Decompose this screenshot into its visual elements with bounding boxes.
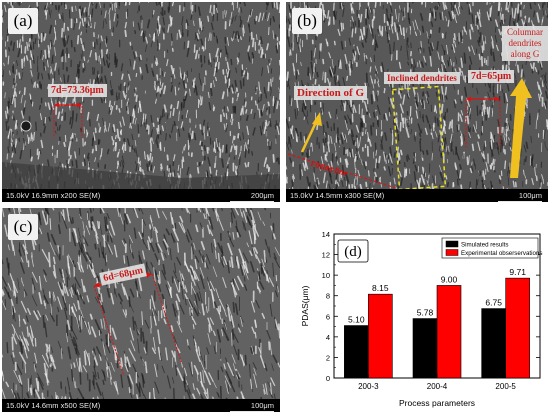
bar [368,294,392,378]
bar-value-label: 8.15 [372,283,389,293]
legend-swatch [446,241,458,247]
sem-panel-b: (b) Direction of G Inclined dendrites 7d… [286,2,548,202]
scale-label-c: 100μm [251,401,274,410]
sem-info-bar-b: 15.0kV 14.5mm x300 SE(M) 100μm [286,189,548,202]
scale-label-a: 200μm [251,191,274,200]
inclined-dendrites-box [393,87,446,190]
inclined-dendrites-annotation: Inclined dendrites [384,72,460,84]
legend-swatch [446,250,458,256]
bar-value-label: 5.78 [417,308,434,318]
sem-info-a: 15.0kV 16.9mm x200 SE(M) [6,191,100,200]
bar-value-label: 5.10 [348,315,365,325]
bar [482,309,506,378]
sem-panel-a: (a) 7d=73.36μm 15.0kV 16.9mm x200 SE(M) … [2,2,280,202]
sem-info-bar-c: 15.0kV 14.6mm x500 SE(M) 100μm [2,399,280,412]
scale-label-b: 100μm [519,191,542,200]
bar-value-label: 9.71 [509,267,526,277]
columnar-annotation: Columnar dendrites along G [502,26,548,61]
y-tick-label: 12 [322,251,330,260]
bar [413,319,437,378]
scale-bar-a: 200μm [230,191,274,202]
sem-info-bar-a: 15.0kV 16.9mm x200 SE(M) 200μm [2,189,280,202]
y-tick-label: 4 [326,333,330,342]
spacing-annotation-a: 7d=73.36μm [48,84,107,97]
bar-chart-panel: (d) 0 2 4 6 8 10 12 14 PDAS(μm) 5.10 8.15 200-3 5.78 9… [290,206,548,414]
bar [506,278,530,378]
y-tick-label: 14 [322,230,330,239]
x-axis-label: Process parameters [399,398,475,408]
spacing-marker-c [2,208,280,412]
bar [344,326,368,378]
columnar-arrow [510,78,532,178]
bar-value-label: 9.00 [441,274,458,284]
bar [437,285,461,378]
scale-bar-b: 100μm [498,191,542,202]
spacing-annotation-b: 7d=65μm [468,70,514,83]
direction-g-annotation: Direction of G [294,86,367,100]
legend-label: Simulated results [461,242,508,249]
y-axis-label: PDAS(μm) [300,285,310,326]
pdas-bar-chart: (d) 0 2 4 6 8 10 12 14 PDAS(μm) 5.10 8.15 200-3 5.78 9… [290,206,548,414]
sem-info-b: 15.0kV 14.5mm x300 SE(M) [290,191,384,200]
sem-panel-c: (c) 6d=68μm 15.0kV 14.6mm x500 SE(M) 100… [2,208,280,412]
x-tick-label: 200-3 [358,382,379,391]
y-tick-label: 0 [326,374,330,383]
y-tick-label: 8 [326,292,330,301]
scale-bar-c: 100μm [230,401,274,412]
x-tick-label: 200-4 [427,382,448,391]
y-tick-label: 2 [326,353,330,362]
bar-value-label: 6.75 [485,298,502,308]
y-tick-label: 10 [322,271,330,280]
sem-info-c: 15.0kV 14.6mm x500 SE(M) [6,401,100,410]
y-tick-label: 6 [326,312,330,321]
x-tick-label: 200-5 [495,382,516,391]
panel-label-d: (d) [344,244,362,260]
spacing-marker-a [2,2,280,202]
legend-label: Experimental obserservations [461,250,543,257]
